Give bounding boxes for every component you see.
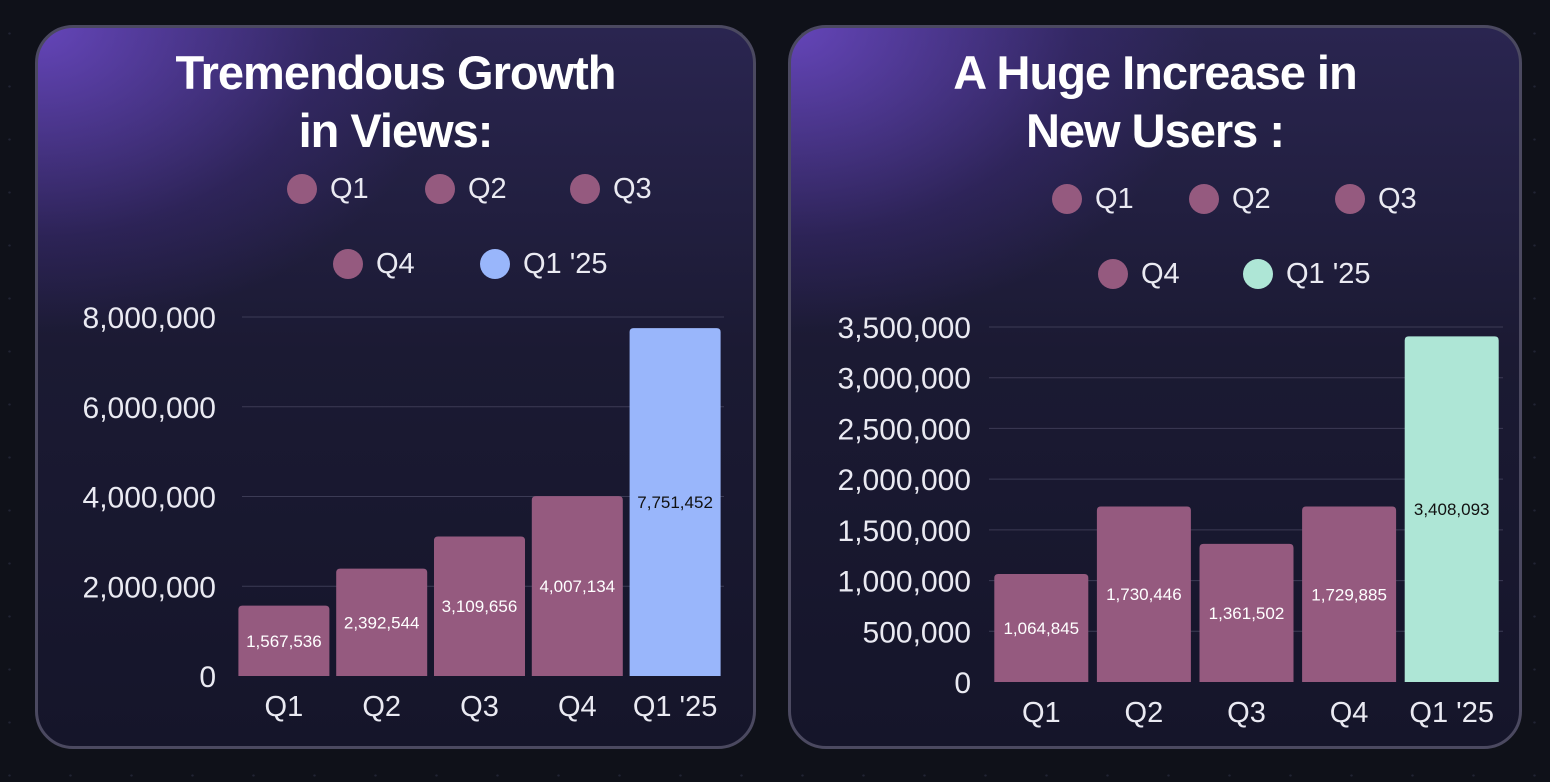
legend-swatch xyxy=(1335,184,1365,214)
bar[interactable] xyxy=(238,605,330,676)
legend-item-q1-25[interactable]: Q1 '25 xyxy=(1243,254,1371,294)
legend-swatch xyxy=(333,249,363,279)
bar[interactable] xyxy=(1096,506,1191,682)
legend-swatch-highlight xyxy=(480,249,510,279)
legend-label: Q1 xyxy=(330,172,369,205)
chart-title: Tremendous Growth in Views: xyxy=(38,44,753,160)
y-tick-label: 2,000,000 xyxy=(83,571,216,604)
legend-label: Q4 xyxy=(376,247,415,280)
bar[interactable] xyxy=(434,536,525,676)
legend-label: Q1 xyxy=(1095,182,1134,215)
legend-label: Q1 '25 xyxy=(523,247,608,280)
legend-label: Q3 xyxy=(613,172,652,205)
legend-swatch xyxy=(287,174,317,204)
x-tick-label: Q1 '25 xyxy=(1409,697,1494,729)
y-tick-label: 1,000,000 xyxy=(838,566,971,599)
bar[interactable] xyxy=(994,573,1089,682)
chart-title-line-2: in Views: xyxy=(298,104,494,157)
bar-value-label: 1,064,845 xyxy=(1003,619,1079,638)
bar-value-label: 7,751,452 xyxy=(637,493,713,512)
legend-swatch xyxy=(1098,259,1128,289)
new-users-bar-chart: 0 500,000 1,000,000 1,500,000 2,000,000 2,500… xyxy=(838,312,1503,729)
bar-value-label: 1,730,446 xyxy=(1106,585,1182,604)
bar[interactable] xyxy=(1199,543,1294,682)
y-tick-label: 2,000,000 xyxy=(838,464,971,497)
x-tick-label: Q3 xyxy=(460,691,499,723)
legend-label: Q2 xyxy=(468,172,507,205)
views-bar-chart: 0 2,000,000 4,000,000 6,000,000 8,000,000 1,5… xyxy=(83,302,724,723)
chart-title-line-2: New Users : xyxy=(1025,104,1285,157)
new-users-chart-card: A Huge Increase in New Users : Q1 Q2 Q3 … xyxy=(788,25,1522,749)
legend-item-q3[interactable]: Q3 xyxy=(1335,179,1417,219)
legend-item-q3[interactable]: Q3 xyxy=(570,169,652,209)
legend-label: Q3 xyxy=(1378,182,1417,215)
bar-value-label: 2,392,544 xyxy=(344,613,420,632)
x-tick-label: Q4 xyxy=(558,691,597,723)
legend-item-q1[interactable]: Q1 xyxy=(1052,179,1134,219)
bar-value-label: 3,109,656 xyxy=(442,597,518,616)
bar-value-label: 1,729,885 xyxy=(1311,585,1387,604)
bar-value-label: 4,007,134 xyxy=(539,577,615,596)
bar-value-label: 1,567,536 xyxy=(246,632,322,651)
x-tick-label: Q2 xyxy=(362,691,401,723)
legend-label: Q1 '25 xyxy=(1286,257,1371,290)
x-tick-label: Q1 xyxy=(265,691,304,723)
y-tick-label: 8,000,000 xyxy=(83,302,216,335)
chart-title-line-1: Tremendous Growth xyxy=(175,46,617,99)
legend-item-q1-25[interactable]: Q1 '25 xyxy=(480,244,608,284)
legend-item-q2[interactable]: Q2 xyxy=(425,169,507,209)
legend-swatch-highlight xyxy=(1243,259,1273,289)
y-tick-label: 3,500,000 xyxy=(838,312,971,345)
legend-swatch xyxy=(1052,184,1082,214)
bar[interactable] xyxy=(1302,506,1397,682)
bar-value-label: 1,361,502 xyxy=(1209,604,1285,623)
bar-value-label: 3,408,093 xyxy=(1414,500,1490,519)
legend-swatch xyxy=(425,174,455,204)
chart-title: A Huge Increase in New Users : xyxy=(791,44,1519,160)
y-tick-label: 0 xyxy=(954,667,971,700)
x-tick-label: Q3 xyxy=(1227,697,1266,729)
legend-item-q2[interactable]: Q2 xyxy=(1189,179,1271,219)
bar[interactable] xyxy=(1404,336,1499,682)
y-tick-label: 3,000,000 xyxy=(838,363,971,396)
y-tick-label: 1,500,000 xyxy=(838,515,971,548)
bar[interactable] xyxy=(336,568,428,676)
views-chart-card: Tremendous Growth in Views: Q1 Q2 Q3 Q4 … xyxy=(35,25,756,749)
legend-label: Q2 xyxy=(1232,182,1271,215)
y-tick-label: 500,000 xyxy=(863,616,971,649)
x-tick-label: Q1 xyxy=(1022,697,1061,729)
chart-title-line-1: A Huge Increase in xyxy=(953,46,1357,99)
y-tick-label: 0 xyxy=(199,661,216,694)
legend-item-q4[interactable]: Q4 xyxy=(1098,254,1180,294)
legend-swatch xyxy=(570,174,600,204)
y-tick-label: 2,500,000 xyxy=(838,413,971,446)
y-tick-label: 4,000,000 xyxy=(83,482,216,515)
legend-item-q1[interactable]: Q1 xyxy=(287,169,369,209)
bar[interactable] xyxy=(629,328,721,676)
x-tick-label: Q4 xyxy=(1330,697,1369,729)
x-tick-label: Q1 '25 xyxy=(633,691,718,723)
y-tick-label: 6,000,000 xyxy=(83,392,216,425)
legend-label: Q4 xyxy=(1141,257,1180,290)
x-tick-label: Q2 xyxy=(1125,697,1164,729)
bar[interactable] xyxy=(531,496,623,676)
legend-item-q4[interactable]: Q4 xyxy=(333,244,415,284)
legend-swatch xyxy=(1189,184,1219,214)
